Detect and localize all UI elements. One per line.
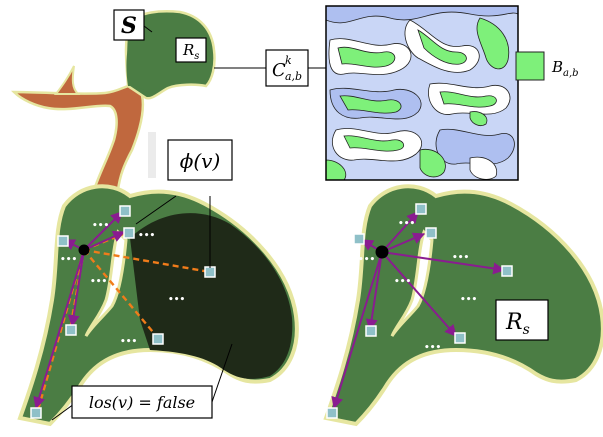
orange-spike (54, 65, 81, 95)
ellipsis-1: ••• (92, 221, 109, 231)
label-s-text: S (121, 13, 137, 39)
ellipsis-10: ••• (452, 253, 469, 263)
label-phi: ϕ(v) (167, 139, 233, 181)
phi-dark-region (130, 213, 293, 379)
label-rs-small: Rs (175, 37, 207, 63)
label-los-text: los(v) = false (89, 393, 195, 412)
ellipsis-left: ••• ••• ••• ••• ••• ••• (60, 221, 185, 347)
ellipsis-8: ••• (358, 255, 375, 265)
legend-b-text: Ba,b (551, 58, 579, 79)
label-phi-text: ϕ(v) (180, 149, 221, 173)
rs-diagram: ••• ••• ••• ••• ••• ••• Rs (323, 184, 603, 427)
label-los: los(v) = false (71, 385, 213, 419)
viewpoint-left (78, 244, 90, 256)
label-c-text: C (272, 60, 286, 81)
rs-region-outline (323, 184, 603, 427)
ellipsis-2: ••• (60, 255, 77, 265)
ellipsis-11: ••• (460, 295, 477, 305)
ellipsis-7: ••• (398, 219, 415, 229)
label-s: S (113, 9, 145, 41)
cluster-map-frame (325, 5, 519, 181)
ellipsis-right: ••• ••• ••• ••• ••• ••• (358, 219, 477, 353)
green-hook (126, 26, 150, 96)
ellipsis-3: ••• (90, 277, 107, 287)
viewpoint-right (375, 245, 389, 259)
phi-diagram: ••• ••• ••• ••• ••• ••• ϕ(v) los(v) = fa… (17, 132, 299, 427)
label-rs-large: Rs (495, 299, 549, 341)
ellipsis-5: ••• (168, 295, 185, 305)
ellipsis-12: ••• (424, 343, 441, 353)
ellipsis-4: ••• (138, 231, 155, 241)
label-c-sub: a,b (285, 70, 302, 83)
orange-segment (10, 84, 145, 192)
ellipsis-9: ••• (394, 277, 411, 287)
phi-notch (84, 229, 128, 337)
nodes-right (326, 203, 513, 419)
ellipsis-6: ••• (120, 337, 137, 347)
label-c: C k a,b (265, 49, 309, 87)
legend-swatch (515, 51, 545, 81)
cluster-map (326, 6, 518, 180)
label-c-sup: k (285, 54, 292, 67)
